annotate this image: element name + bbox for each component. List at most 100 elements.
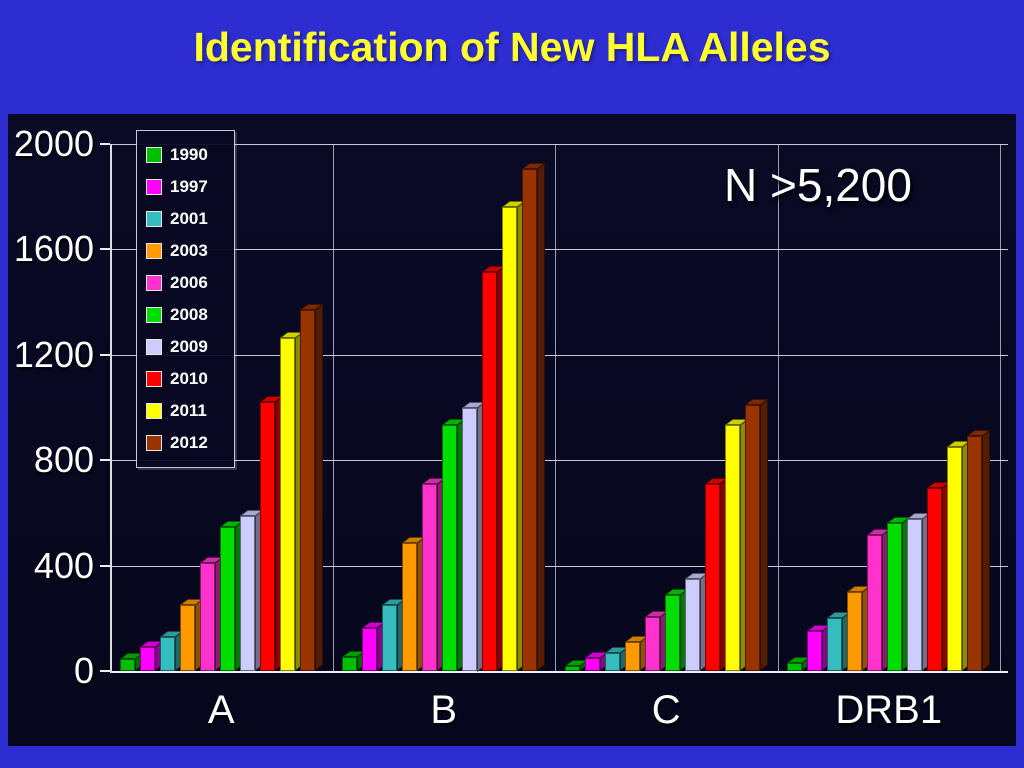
- gridline-800: [110, 460, 1008, 462]
- bar-C-2011: [724, 424, 740, 671]
- y-axis-label-2000: 2000: [13, 123, 94, 164]
- x-axis-label-DRB1: DRB1: [835, 688, 943, 732]
- y-tick-400: [100, 564, 110, 567]
- x-axis-label-B: B: [430, 688, 458, 732]
- y-tick-800: [100, 459, 110, 462]
- plot-right-edge: [1000, 144, 1001, 671]
- legend-swatch-2008: [146, 307, 162, 323]
- legend-label-2008: 2008: [170, 305, 208, 324]
- bar-side-C-2012: [759, 398, 768, 671]
- legend-item-1997: 1997: [146, 171, 234, 203]
- legend-label-2001: 2001: [170, 209, 208, 228]
- y-tick-0: [100, 670, 110, 672]
- category-separator-3: [777, 144, 779, 671]
- legend-label-2006: 2006: [170, 273, 208, 292]
- y-axis-label-1200: 1200: [13, 333, 94, 375]
- y-axis-label-800: 800: [33, 439, 94, 481]
- legend-item-2003: 2003: [146, 235, 234, 267]
- gridline-0: [110, 671, 1008, 673]
- legend-swatch-2001: [146, 211, 162, 227]
- bar-A-2006: [199, 562, 215, 671]
- bar-DRB1-2011: [947, 447, 963, 671]
- gridline-2000: [110, 144, 1008, 145]
- legend-label-2009: 2009: [170, 337, 208, 356]
- legend-item-2001: 2001: [146, 203, 234, 235]
- x-axis-label-A: A: [207, 688, 235, 732]
- legend-swatch-2006: [146, 275, 162, 291]
- y-axis-label-0: 0: [73, 650, 94, 691]
- legend-swatch-2012: [146, 435, 162, 451]
- bar-A-2003: [179, 605, 195, 671]
- y-tick-1600: [100, 248, 110, 251]
- bar-side-DRB1-2012: [982, 430, 991, 671]
- bar-B-1990: [342, 656, 358, 671]
- bar-A-2009: [239, 515, 255, 671]
- bar-DRB1-2008: [887, 523, 903, 671]
- chart-panel: N >5,200 1990 1997 2001 2003 2006 2008 2009 201…: [8, 114, 1016, 746]
- slide-title: Identification of New HLA Alleles: [193, 24, 831, 70]
- gridline-1600: [110, 249, 1008, 251]
- legend-item-2009: 2009: [146, 331, 234, 363]
- bar-DRB1-2001: [827, 618, 843, 671]
- bar-A-2010: [259, 402, 275, 671]
- legend-label-1997: 1997: [170, 177, 208, 196]
- bar-B-2001: [382, 605, 398, 671]
- bar-C-1997: [584, 657, 600, 671]
- bar-C-2009: [684, 578, 700, 671]
- category-separator-2: [555, 144, 556, 671]
- y-axis-line: [110, 144, 112, 673]
- legend-swatch-2010: [146, 371, 162, 387]
- bar-B-2009: [462, 407, 478, 671]
- bar-C-2012: [744, 404, 760, 671]
- gridline-1200: [110, 354, 1008, 356]
- bar-C-1990: [564, 665, 580, 671]
- bar-DRB1-2012: [967, 436, 983, 671]
- gridline-400: [110, 565, 1008, 567]
- annotation-n-total: N >5,200: [724, 159, 912, 211]
- legend-label-2011: 2011: [170, 401, 207, 420]
- legend-swatch-2003: [146, 243, 162, 259]
- y-tick-2000: [100, 143, 110, 145]
- bar-DRB1-2009: [907, 519, 923, 671]
- bar-A-2008: [219, 527, 235, 671]
- bar-A-2001: [159, 636, 175, 671]
- bar-C-2006: [644, 616, 660, 671]
- bar-B-2011: [502, 207, 518, 671]
- legend-item-2006: 2006: [146, 267, 234, 299]
- legend-swatch-2009: [146, 339, 162, 355]
- legend-label-2012: 2012: [170, 433, 208, 452]
- legend-swatch-1990: [146, 147, 162, 163]
- bar-A-1997: [139, 647, 155, 671]
- bar-DRB1-2010: [927, 487, 943, 671]
- bar-C-2003: [624, 642, 640, 671]
- legend-item-2012: 2012: [146, 427, 234, 459]
- legend: 1990 1997 2001 2003 2006 2008 2009 2010 2011 2012: [136, 130, 235, 468]
- bar-B-2012: [522, 169, 538, 671]
- bar-side-A-2012: [314, 304, 323, 671]
- bar-A-1990: [119, 659, 135, 671]
- bar-DRB1-2006: [867, 535, 883, 671]
- legend-swatch-1997: [146, 179, 162, 195]
- bar-C-2008: [664, 594, 680, 671]
- bar-side-B-2012: [537, 163, 546, 671]
- y-tick-1200: [100, 353, 110, 356]
- category-separator-1: [332, 144, 334, 671]
- bar-DRB1-2003: [847, 591, 863, 671]
- bar-B-2008: [442, 424, 458, 671]
- legend-item-1990: 1990: [146, 139, 234, 171]
- legend-item-2010: 2010: [146, 363, 234, 395]
- bar-B-2010: [482, 271, 498, 671]
- legend-label-2003: 2003: [170, 241, 208, 260]
- bar-A-2012: [299, 310, 315, 671]
- legend-item-2011: 2011: [146, 395, 234, 427]
- y-axis-label-1600: 1600: [13, 228, 94, 270]
- bar-B-2003: [402, 543, 418, 671]
- bar-C-2010: [704, 483, 720, 671]
- legend-label-1990: 1990: [170, 145, 208, 164]
- bar-B-1997: [362, 627, 378, 671]
- legend-item-2008: 2008: [146, 299, 234, 331]
- bar-DRB1-1990: [787, 663, 803, 671]
- legend-label-2010: 2010: [170, 369, 208, 388]
- bar-B-2006: [422, 483, 438, 671]
